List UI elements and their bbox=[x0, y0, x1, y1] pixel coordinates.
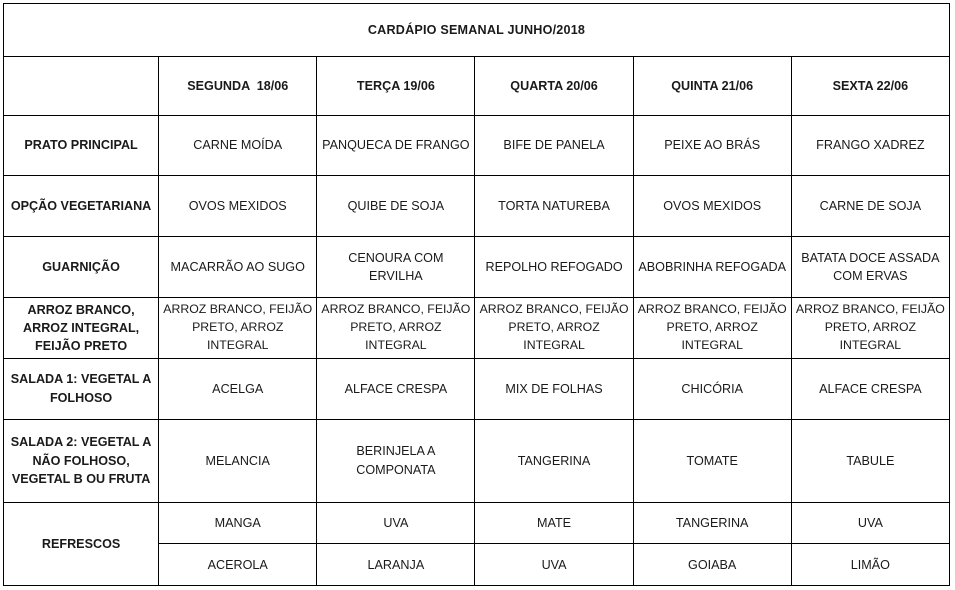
cell-salada-2-terca: BERINJELA A COMPONATA bbox=[316, 418, 476, 503]
weekly-menu-table: CARDÁPIO SEMANAL JUNHO/2018 SEGUNDA 18/0… bbox=[2, 3, 951, 587]
day-header-quarta: QUARTA 20/06 bbox=[474, 55, 634, 116]
cell-prato-principal-quarta: BIFE DE PANELA bbox=[474, 114, 634, 177]
day-header-segunda: SEGUNDA 18/06 bbox=[158, 55, 318, 116]
cell-prato-principal-terca: PANQUECA DE FRANGO bbox=[316, 114, 476, 177]
day-header-row: SEGUNDA 18/06 TERÇA 19/06 QUARTA 20/06 Q… bbox=[2, 55, 951, 116]
cell-opcao-vegetariana-sexta: CARNE DE SOJA bbox=[790, 175, 951, 238]
row-label-guarnicao: GUARNIÇÃO bbox=[2, 236, 160, 299]
table-row: SALADA 1: VEGETAL A FOLHOSO ACELGA ALFAC… bbox=[2, 357, 951, 420]
cell-refresco-1-segunda: MANGA bbox=[158, 501, 318, 545]
cell-refresco-2-quarta: UVA bbox=[474, 543, 634, 586]
row-label-opcao-vegetariana: OPÇÃO VEGETARIANA bbox=[2, 175, 160, 238]
row-label-prato-principal: PRATO PRINCIPAL bbox=[2, 114, 160, 177]
cell-salada-2-quarta: TANGERINA bbox=[474, 418, 634, 503]
cell-guarnicao-sexta: BATATA DOCE ASSADA COM ERVAS bbox=[790, 236, 951, 299]
table-row: PRATO PRINCIPAL CARNE MOÍDA PANQUECA DE … bbox=[2, 114, 951, 177]
cell-prato-principal-quinta: PEIXE AO BRÁS bbox=[632, 114, 792, 177]
cell-salada-1-quinta: CHICÓRIA bbox=[632, 357, 792, 420]
cell-refresco-2-segunda: ACEROLA bbox=[158, 543, 318, 586]
cell-opcao-vegetariana-quinta: OVOS MEXIDOS bbox=[632, 175, 792, 238]
table-corner-cell bbox=[2, 55, 160, 116]
cell-opcao-vegetariana-segunda: OVOS MEXIDOS bbox=[158, 175, 318, 238]
cell-prato-principal-segunda: CARNE MOÍDA bbox=[158, 114, 318, 177]
cell-arroz-feijao-quinta: ARROZ BRANCO, FEIJÃO PRETO, ARROZ INTEGR… bbox=[632, 297, 792, 359]
cell-guarnicao-terca: CENOURA COM ERVILHA bbox=[316, 236, 476, 299]
title-row: CARDÁPIO SEMANAL JUNHO/2018 bbox=[3, 3, 950, 57]
row-label-arroz-feijao: ARROZ BRANCO, ARROZ INTEGRAL, FEIJÃO PRE… bbox=[2, 297, 160, 359]
cell-salada-1-quarta: MIX DE FOLHAS bbox=[474, 357, 634, 420]
cell-opcao-vegetariana-terca: QUIBE DE SOJA bbox=[316, 175, 476, 238]
cell-refresco-1-sexta: UVA bbox=[790, 501, 951, 545]
table-row: SALADA 2: VEGETAL A NÃO FOLHOSO, VEGETAL… bbox=[2, 418, 951, 503]
cell-refresco-1-quarta: MATE bbox=[474, 501, 634, 545]
cell-opcao-vegetariana-quarta: TORTA NATUREBA bbox=[474, 175, 634, 238]
day-header-terca: TERÇA 19/06 bbox=[316, 55, 476, 116]
cell-guarnicao-quarta: REPOLHO REFOGADO bbox=[474, 236, 634, 299]
cell-refresco-2-sexta: LIMÃO bbox=[790, 543, 951, 586]
cell-arroz-feijao-sexta: ARROZ BRANCO, FEIJÃO PRETO, ARROZ INTEGR… bbox=[790, 297, 951, 359]
day-header-quinta: QUINTA 21/06 bbox=[632, 55, 792, 116]
table-row: ARROZ BRANCO, ARROZ INTEGRAL, FEIJÃO PRE… bbox=[2, 297, 951, 359]
table-row: GUARNIÇÃO MACARRÃO AO SUGO CENOURA COM E… bbox=[2, 236, 951, 299]
cell-salada-2-quinta: TOMATE bbox=[632, 418, 792, 503]
cell-guarnicao-segunda: MACARRÃO AO SUGO bbox=[158, 236, 318, 299]
cell-salada-1-terca: ALFACE CRESPA bbox=[316, 357, 476, 420]
row-label-refrescos: REFRESCOS bbox=[2, 501, 160, 587]
row-label-salada-2: SALADA 2: VEGETAL A NÃO FOLHOSO, VEGETAL… bbox=[2, 418, 160, 503]
cell-arroz-feijao-quarta: ARROZ BRANCO, FEIJÃO PRETO, ARROZ INTEGR… bbox=[474, 297, 634, 359]
cell-salada-1-segunda: ACELGA bbox=[158, 357, 318, 420]
cell-salada-1-sexta: ALFACE CRESPA bbox=[790, 357, 951, 420]
cell-arroz-feijao-terca: ARROZ BRANCO, FEIJÃO PRETO, ARROZ INTEGR… bbox=[316, 297, 476, 359]
cell-refresco-1-terca: UVA bbox=[316, 501, 476, 545]
table-row: OPÇÃO VEGETARIANA OVOS MEXIDOS QUIBE DE … bbox=[2, 175, 951, 238]
cell-arroz-feijao-segunda: ARROZ BRANCO, FEIJÃO PRETO, ARROZ INTEGR… bbox=[158, 297, 318, 359]
row-label-salada-1: SALADA 1: VEGETAL A FOLHOSO bbox=[2, 357, 160, 420]
day-header-sexta: SEXTA 22/06 bbox=[790, 55, 951, 116]
table-row: ACEROLA LARANJA UVA GOIABA LIMÃO bbox=[4, 543, 951, 586]
page-title: CARDÁPIO SEMANAL JUNHO/2018 bbox=[3, 3, 950, 57]
cell-salada-2-sexta: TABULE bbox=[790, 418, 951, 503]
cell-refresco-2-quinta: GOIABA bbox=[632, 543, 792, 586]
cell-refresco-2-terca: LARANJA bbox=[316, 543, 476, 586]
cell-guarnicao-quinta: ABOBRINHA REFOGADA bbox=[632, 236, 792, 299]
cell-refresco-1-quinta: TANGERINA bbox=[632, 501, 792, 545]
cell-salada-2-segunda: MELANCIA bbox=[158, 418, 318, 503]
table-row: REFRESCOS MANGA UVA MATE TANGERINA UVA bbox=[2, 501, 951, 587]
cell-prato-principal-sexta: FRANGO XADREZ bbox=[790, 114, 951, 177]
